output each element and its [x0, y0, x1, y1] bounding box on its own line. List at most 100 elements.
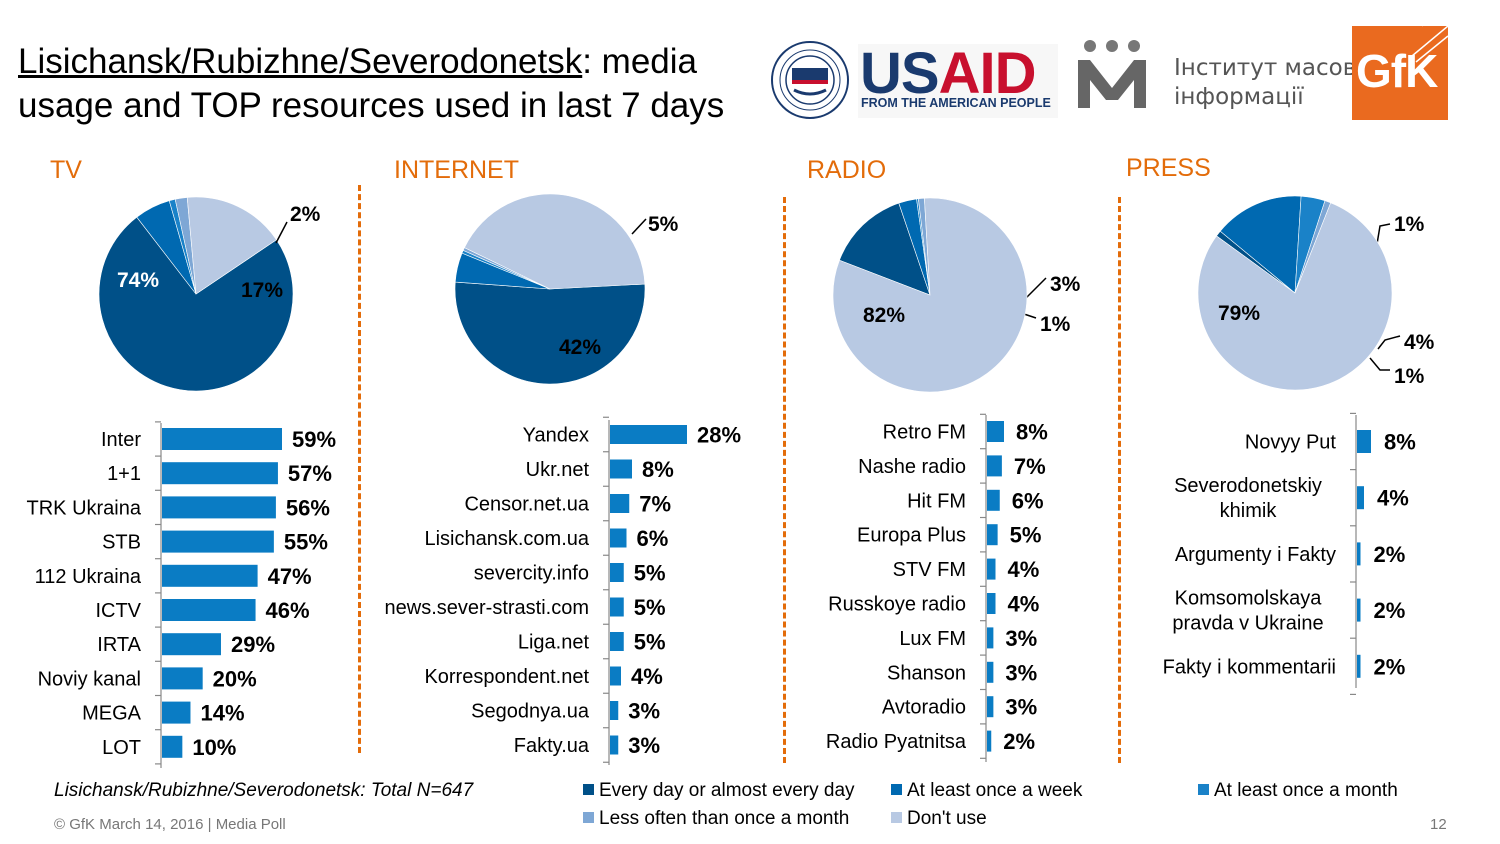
legend-swatch-every-day	[583, 784, 594, 795]
pie-tv-label-0: 74%	[117, 269, 159, 292]
bar-tv-value-5: 46%	[266, 598, 310, 623]
bar-internet-value-2: 7%	[639, 492, 671, 517]
bar-press-category-1-line-0: Severodonetskiy	[1174, 475, 1322, 497]
bar-tv-bar-1	[162, 462, 278, 485]
bar-radio-category-8: Avtoradio	[882, 697, 966, 719]
bar-press-bar-2	[1357, 542, 1361, 566]
bar-internet-category-6: Liga.net	[518, 632, 590, 654]
bar-tv-category-0: Inter	[101, 429, 141, 451]
bar-radio-category-9: Radio Pyatnitsa	[826, 731, 967, 753]
bar-radio-category-4: STV FM	[893, 559, 966, 581]
bar-tv-value-0: 59%	[292, 427, 336, 452]
bar-radio-value-6: 3%	[1005, 626, 1037, 651]
usaid-seal-logo	[771, 41, 849, 119]
imi-logo	[1078, 40, 1146, 108]
legend-item-every-day: Every day or almost every day	[583, 780, 855, 802]
bar-radio-bar-5	[987, 593, 996, 614]
bar-press-category-2: Argumenty i Fakty	[1175, 544, 1336, 566]
usaid-wordmark: USAID	[860, 41, 1036, 106]
bar-press-bar-0	[1357, 430, 1371, 453]
bar-tv-bar-9	[162, 735, 183, 758]
bar-press-value-0: 8%	[1384, 430, 1416, 455]
bar-radio-bar-4	[987, 558, 996, 580]
bar-internet-bar-1	[610, 459, 632, 479]
bar-internet-bar-3	[610, 528, 627, 548]
pie-press-leader-3	[1369, 357, 1390, 371]
bar-tv-value-2: 56%	[286, 495, 330, 520]
bar-internet-value-4: 5%	[634, 561, 666, 586]
bar-press-category-3-line-1: pravda v Ukraine	[1172, 613, 1323, 635]
bar-tv-category-2: TRK Ukraina	[27, 497, 142, 519]
bar-radio-category-3: Europa Plus	[857, 525, 966, 547]
bar-radio-value-7: 3%	[1005, 660, 1037, 685]
bar-tv-bar-0	[162, 428, 282, 450]
bar-tv-bar-4	[162, 564, 258, 587]
bar-internet-category-4: severcity.info	[474, 563, 589, 585]
pie-radio-slice-0	[839, 202, 931, 296]
bar-tv-bar-7	[162, 667, 203, 690]
bar-tv-value-9: 10%	[192, 735, 236, 760]
legend-label-less-often: Less often than once a month	[599, 808, 850, 829]
bar-internet-bar-8	[610, 701, 619, 720]
bar-radio-bar-8	[987, 696, 994, 718]
pie-tv-label-4: 17%	[241, 279, 283, 302]
bar-radio-bar-9	[987, 730, 992, 752]
section-tv: TV	[50, 156, 82, 184]
bar-radio-category-2: Hit FM	[907, 490, 966, 512]
bar-tv-bar-8	[162, 701, 191, 724]
pie-radio-label-3: 1%	[1040, 313, 1071, 336]
bar-internet-category-0: Yandex	[523, 425, 589, 447]
legend-label-every-day: Every day or almost every day	[599, 780, 855, 801]
bar-internet-value-9: 3%	[628, 733, 660, 758]
legend-label-once-week: At least once a week	[907, 780, 1083, 801]
bar-radio-value-0: 8%	[1016, 420, 1048, 445]
page-title: Lisichansk/Rubizhne/Severodonetsk: media…	[18, 40, 724, 128]
bar-tv-category-8: MEGA	[82, 703, 142, 725]
bar-radio-value-8: 3%	[1005, 695, 1037, 720]
pie-press-leader-0	[1376, 223, 1391, 245]
bar-internet-bar-6	[610, 632, 624, 651]
legend-swatch-once-week	[891, 784, 902, 795]
bar-internet-category-2: Censor.net.ua	[464, 494, 589, 516]
bar-press-value-2: 2%	[1374, 542, 1406, 567]
bar-press-category-0: Novyy Put	[1245, 432, 1337, 454]
title-region: Lisichansk/Rubizhne/Severodonetsk	[18, 42, 583, 81]
bar-press-value-1: 4%	[1377, 486, 1409, 511]
bar-internet-value-7: 4%	[631, 664, 663, 689]
bar-internet-category-5: news.sever-strasti.com	[385, 597, 590, 619]
bar-internet-value-8: 3%	[628, 699, 660, 724]
legend-label-once-month: At least once a month	[1214, 780, 1398, 801]
usaid-tagline: FROM THE AMERICAN PEOPLE	[861, 96, 1051, 110]
title-line1-rest: : media	[582, 42, 698, 81]
sample-footnote: Lisichansk/Rubizhne/Severodonetsk: Total…	[54, 780, 474, 801]
pie-radio-leader-1	[1025, 277, 1047, 299]
bar-radio-value-9: 2%	[1003, 729, 1035, 754]
bar-tv-category-9: LOT	[102, 737, 141, 759]
bar-internet-value-6: 5%	[634, 630, 666, 655]
bar-radio-bar-0	[987, 421, 1004, 442]
bar-radio-bar-7	[987, 661, 994, 683]
pie-press-label-4: 79%	[1218, 302, 1260, 325]
pie-tv-leader-3	[275, 221, 288, 244]
pie-radio-slice-4	[832, 197, 1028, 393]
bar-tv-bar-5	[162, 599, 256, 621]
bar-internet-bar-0	[610, 425, 687, 444]
bar-radio-category-5: Russkoye radio	[828, 594, 966, 616]
bar-tv-value-6: 29%	[231, 632, 275, 657]
bar-internet-bar-2	[610, 494, 630, 513]
bar-press-category-1-line-1: khimik	[1220, 500, 1278, 522]
bar-internet-value-5: 5%	[634, 595, 666, 620]
bar-radio-category-0: Retro FM	[883, 422, 966, 444]
bar-internet-category-3: Lisichansk.com.ua	[424, 528, 589, 550]
legend-item-less-often: Less often than once a month	[583, 808, 849, 830]
pie-radio-label-1: 3%	[1050, 273, 1081, 296]
bar-internet-category-8: Segodnya.ua	[471, 701, 590, 723]
bar-radio-value-1: 7%	[1014, 454, 1046, 479]
bar-tv-category-3: STB	[102, 532, 141, 554]
bar-internet-bar-5	[610, 597, 624, 617]
section-radio: RADIO	[807, 156, 887, 184]
gfk-wordmark: GfK	[1356, 45, 1438, 97]
imi-line2: інформації	[1174, 84, 1304, 110]
bar-internet-value-1: 8%	[642, 457, 674, 482]
